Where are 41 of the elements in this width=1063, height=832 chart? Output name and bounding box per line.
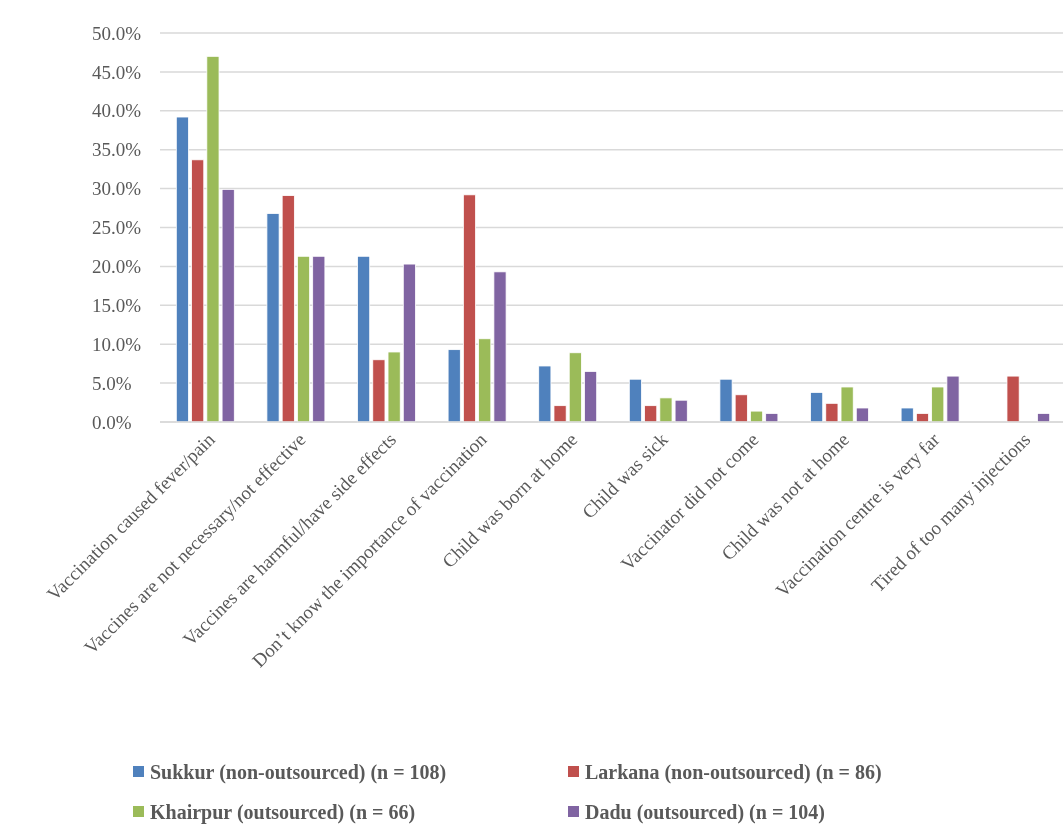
bar — [266, 213, 280, 423]
bar — [900, 407, 914, 423]
bar — [175, 116, 189, 423]
bar — [931, 386, 945, 423]
y-tick-label: 45.0% — [92, 61, 142, 83]
bar — [734, 394, 748, 423]
bar — [281, 195, 295, 423]
bar — [297, 255, 311, 423]
y-tick-label: 20.0% — [92, 256, 142, 278]
y-tick-label: 50.0% — [92, 22, 142, 44]
legend-label: Dadu (outsourced) (n = 104) — [585, 801, 825, 824]
bar — [568, 352, 582, 423]
bar — [493, 271, 507, 423]
bar — [855, 407, 869, 423]
bar — [402, 263, 416, 423]
y-tick-label: 0.0% — [92, 411, 132, 433]
bar — [765, 413, 779, 423]
bar — [1006, 375, 1020, 423]
bar — [191, 159, 205, 423]
bar — [447, 349, 461, 423]
bar — [628, 378, 642, 423]
bar — [644, 405, 658, 423]
bar — [478, 338, 492, 423]
bar — [750, 410, 764, 423]
bar — [810, 392, 824, 423]
bar — [312, 255, 326, 423]
y-tick-label: 40.0% — [92, 100, 142, 122]
y-tick-label: 5.0% — [92, 372, 132, 394]
y-tick-label: 15.0% — [92, 294, 142, 316]
y-tick-label: 35.0% — [92, 139, 142, 161]
legend-label: Khairpur (outsourced) (n = 66) — [150, 801, 416, 824]
bar — [719, 378, 733, 423]
legend-label: Sukkur (non-outsourced) (n = 108) — [150, 761, 447, 784]
bar — [584, 371, 598, 423]
y-tick-label: 30.0% — [92, 178, 142, 200]
bar — [946, 375, 960, 423]
bar — [462, 194, 476, 423]
y-tick-label: 10.0% — [92, 333, 142, 355]
bar — [357, 255, 371, 423]
y-tick-label: 25.0% — [92, 217, 142, 239]
legend-label: Larkana (non-outsourced) (n = 86) — [585, 761, 882, 784]
